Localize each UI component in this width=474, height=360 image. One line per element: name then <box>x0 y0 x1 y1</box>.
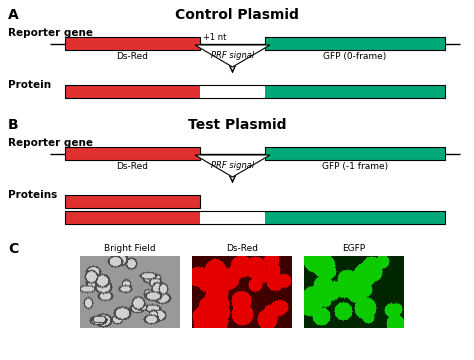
Text: Reporter gene: Reporter gene <box>8 138 93 148</box>
Text: Ds-Red: Ds-Red <box>226 244 258 253</box>
Text: Reporter gene: Reporter gene <box>8 28 93 38</box>
Text: EGFP: EGFP <box>342 244 365 253</box>
Bar <box>65 37 200 50</box>
Text: B: B <box>8 118 18 132</box>
Text: GFP (0-frame): GFP (0-frame) <box>323 52 387 61</box>
Bar <box>265 85 445 98</box>
Bar <box>65 147 200 160</box>
Bar <box>65 211 200 224</box>
Text: PRF signal: PRF signal <box>211 161 254 170</box>
Text: GFP (-1 frame): GFP (-1 frame) <box>322 162 388 171</box>
Text: PRF signal: PRF signal <box>211 50 254 59</box>
Bar <box>265 211 445 224</box>
Bar <box>65 85 445 98</box>
Polygon shape <box>195 155 270 177</box>
Bar <box>200 211 265 224</box>
Bar <box>65 211 445 224</box>
Polygon shape <box>195 45 270 67</box>
Text: Test Plasmid: Test Plasmid <box>188 118 286 132</box>
Bar <box>265 37 445 50</box>
Text: C: C <box>8 242 18 256</box>
Text: Control Plasmid: Control Plasmid <box>175 8 299 22</box>
Text: Ds-Red: Ds-Red <box>117 162 148 171</box>
Bar <box>200 85 265 98</box>
Text: A: A <box>8 8 19 22</box>
Text: Bright Field: Bright Field <box>104 244 156 253</box>
Text: +1 nt: +1 nt <box>203 33 227 42</box>
Text: Proteins: Proteins <box>8 190 57 200</box>
Bar <box>65 195 200 208</box>
Text: Ds-Red: Ds-Red <box>117 52 148 61</box>
Bar <box>265 147 445 160</box>
Bar <box>65 85 200 98</box>
Text: Protein: Protein <box>8 80 51 90</box>
